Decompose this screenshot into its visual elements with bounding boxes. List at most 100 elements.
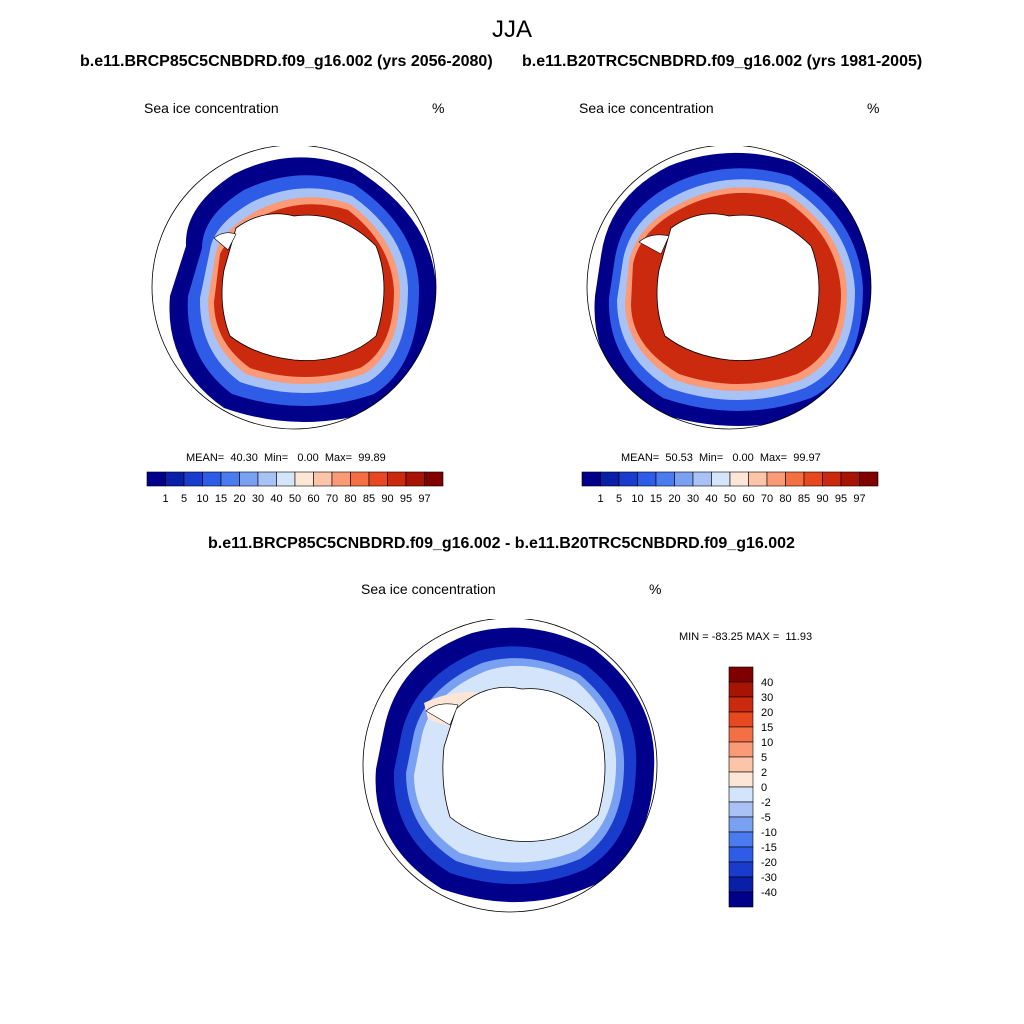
colorbar-tick-label: -10 xyxy=(761,827,777,839)
colorbar-swatch xyxy=(387,471,407,487)
colorbar-tick-label: 15 xyxy=(215,493,227,505)
colorbar-swatch xyxy=(840,471,860,487)
colorbar-swatch xyxy=(202,471,222,487)
colorbar-swatch xyxy=(728,861,754,878)
panel-1-colorbar: 1 5 10 15 20 30 40 50 60 70 80 85 90 95 97 xyxy=(146,471,444,505)
colorbar-tick-label: 15 xyxy=(650,493,662,505)
colorbar-tick-label: 10 xyxy=(761,737,773,749)
difference-variable-label: Sea ice concentration xyxy=(361,581,496,597)
colorbar-tick-label: 60 xyxy=(742,493,754,505)
panel-2-colorbar: 1 5 10 15 20 30 40 50 60 70 80 85 90 95 97 xyxy=(581,471,879,505)
colorbar-tick-label: 20 xyxy=(668,493,680,505)
colorbar-swatch xyxy=(618,471,638,487)
colorbar-tick-label: 10 xyxy=(631,493,643,505)
panel-1-variable-label: Sea ice concentration xyxy=(144,100,279,116)
colorbar-tick-label: 40 xyxy=(270,493,282,505)
colorbar-tick-label: 85 xyxy=(363,493,375,505)
colorbar-swatch xyxy=(424,471,444,487)
colorbar-tick-label: 97 xyxy=(418,493,430,505)
colorbar-swatch xyxy=(146,471,166,487)
colorbar-swatch xyxy=(728,786,754,803)
colorbar-swatch xyxy=(728,726,754,743)
colorbar-tick-label: -2 xyxy=(761,797,771,809)
colorbar-tick-label: 90 xyxy=(381,493,393,505)
colorbar-tick-label: 5 xyxy=(181,493,187,505)
colorbar-swatch xyxy=(257,471,277,487)
colorbar-swatch xyxy=(728,741,754,758)
colorbar-swatch xyxy=(728,846,754,863)
colorbar-tick-label: 5 xyxy=(616,493,622,505)
panel-2-stats: MEAN= 50.53 Min= 0.00 Max= 99.97 xyxy=(621,452,821,464)
colorbar-swatch xyxy=(729,471,749,487)
colorbar-tick-label: 60 xyxy=(307,493,319,505)
colorbar-tick-label: -40 xyxy=(761,887,777,899)
panel-2-units-label: % xyxy=(867,100,880,116)
colorbar-tick-label: 95 xyxy=(400,493,412,505)
colorbar-swatch xyxy=(728,756,754,773)
colorbar-tick-label: 2 xyxy=(761,767,767,779)
colorbar-swatch xyxy=(859,471,879,487)
colorbar-tick-label: 50 xyxy=(724,493,736,505)
colorbar-tick-label: 5 xyxy=(761,752,767,764)
colorbar-tick-label: 15 xyxy=(761,722,773,734)
colorbar-tick-label: 0 xyxy=(761,782,767,794)
colorbar-swatch xyxy=(728,831,754,848)
colorbar-tick-label: 1 xyxy=(162,493,168,505)
panel-2-subtitle: b.e11.B20TRC5CNBDRD.f09_g16.002 (yrs 198… xyxy=(522,53,923,70)
colorbar-tick-label: 90 xyxy=(816,493,828,505)
colorbar-swatch xyxy=(331,471,351,487)
colorbar-swatch xyxy=(785,471,805,487)
colorbar-swatch xyxy=(748,471,768,487)
colorbar-tick-label: 85 xyxy=(798,493,810,505)
difference-subtitle: b.e11.BRCP85C5CNBDRD.f09_g16.002 - b.e11… xyxy=(208,535,795,552)
colorbar-tick-label: 30 xyxy=(761,692,773,704)
colorbar-tick-label: 30 xyxy=(252,493,264,505)
panel-1-subtitle: b.e11.BRCP85C5CNBDRD.f09_g16.002 (yrs 20… xyxy=(80,53,493,70)
colorbar-swatch xyxy=(294,471,314,487)
colorbar-swatch xyxy=(822,471,842,487)
colorbar-tick-label: 40 xyxy=(705,493,717,505)
colorbar-tick-label: 95 xyxy=(835,493,847,505)
difference-minmax: MIN = -83.25 MAX = 11.93 xyxy=(679,631,813,643)
colorbar-swatch xyxy=(655,471,675,487)
colorbar-tick-label: 10 xyxy=(196,493,208,505)
difference-polar-map xyxy=(362,619,658,913)
colorbar-swatch xyxy=(728,711,754,728)
colorbar-swatch xyxy=(600,471,620,487)
colorbar-tick-label: 30 xyxy=(687,493,699,505)
colorbar-swatch xyxy=(803,471,823,487)
colorbar-swatch xyxy=(728,696,754,713)
colorbar-tick-label: -15 xyxy=(761,842,777,854)
colorbar-tick-label: 1 xyxy=(597,493,603,505)
colorbar-swatch xyxy=(368,471,388,487)
colorbar-swatch xyxy=(728,681,754,698)
colorbar-tick-label: 80 xyxy=(344,493,356,505)
colorbar-swatch xyxy=(581,471,601,487)
figure-title: JJA xyxy=(491,16,532,43)
colorbar-swatch xyxy=(728,666,754,683)
colorbar-tick-label: -5 xyxy=(761,812,771,824)
colorbar-swatch xyxy=(405,471,425,487)
colorbar-swatch xyxy=(276,471,296,487)
colorbar-swatch xyxy=(728,801,754,818)
colorbar-tick-label: 97 xyxy=(853,493,865,505)
colorbar-swatch xyxy=(183,471,203,487)
colorbar-swatch xyxy=(728,816,754,833)
colorbar-swatch xyxy=(692,471,712,487)
colorbar-swatch xyxy=(728,891,754,908)
panel-1-units-label: % xyxy=(432,100,445,116)
colorbar-swatch xyxy=(637,471,657,487)
panel-1-stats: MEAN= 40.30 Min= 0.00 Max= 99.89 xyxy=(186,452,386,464)
colorbar-swatch xyxy=(350,471,370,487)
colorbar-swatch xyxy=(674,471,694,487)
difference-units-label: % xyxy=(649,581,662,597)
colorbar-swatch xyxy=(766,471,786,487)
colorbar-tick-label: 70 xyxy=(326,493,338,505)
colorbar-swatch xyxy=(728,876,754,893)
colorbar-swatch xyxy=(711,471,731,487)
colorbar-swatch xyxy=(220,471,240,487)
colorbar-tick-label: 50 xyxy=(289,493,301,505)
colorbar-swatch xyxy=(239,471,259,487)
panel-2-polar-map xyxy=(586,146,872,430)
colorbar-tick-label: 70 xyxy=(761,493,773,505)
